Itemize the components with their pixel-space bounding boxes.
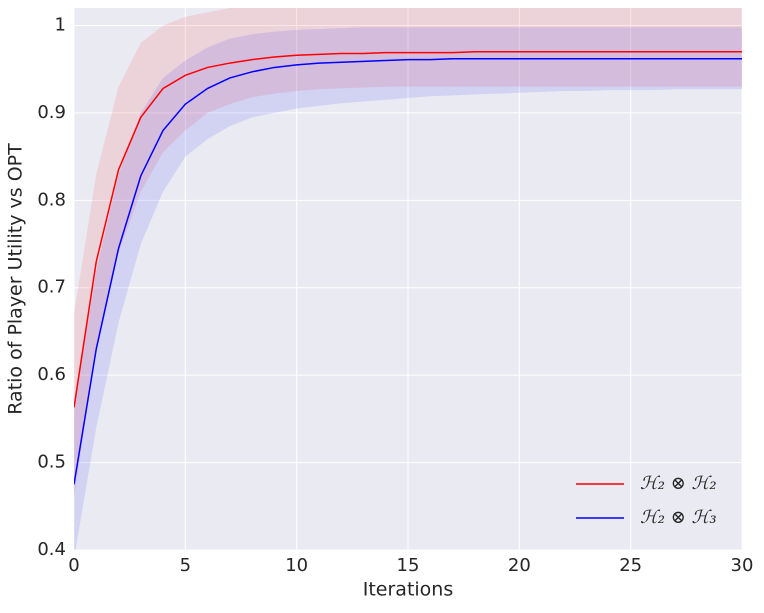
x-tick-label: 15 bbox=[397, 555, 420, 576]
legend-label: ℋ₂ ⊗ ℋ₂ bbox=[640, 473, 717, 494]
line bbox=[74, 50, 742, 408]
legend-label: ℋ₂ ⊗ ℋ₃ bbox=[640, 507, 717, 528]
y-axis-label: Ratio of Player Utility vs OPT bbox=[5, 143, 27, 415]
y-tick-label: 0.6 bbox=[37, 364, 66, 385]
x-tick-label: 5 bbox=[180, 555, 191, 576]
line bbox=[74, 57, 742, 485]
confidence-band bbox=[74, 27, 742, 550]
x-tick-label: 20 bbox=[508, 555, 531, 576]
x-tick-label: 0 bbox=[68, 555, 79, 576]
y-tick-label: 0.4 bbox=[37, 539, 66, 560]
x-axis-label: Iterations bbox=[363, 579, 454, 601]
y-tick-label: 0.9 bbox=[37, 102, 66, 123]
y-tick-label: 0.7 bbox=[37, 277, 66, 298]
confidence-band bbox=[74, 8, 742, 498]
x-tick-label: 10 bbox=[285, 555, 308, 576]
y-tick-label: 0.5 bbox=[37, 452, 66, 473]
x-tick-label: 30 bbox=[731, 555, 754, 576]
y-tick-label: 1 bbox=[55, 14, 66, 35]
x-tick-label: 25 bbox=[619, 555, 642, 576]
y-tick-label: 0.8 bbox=[37, 189, 66, 210]
